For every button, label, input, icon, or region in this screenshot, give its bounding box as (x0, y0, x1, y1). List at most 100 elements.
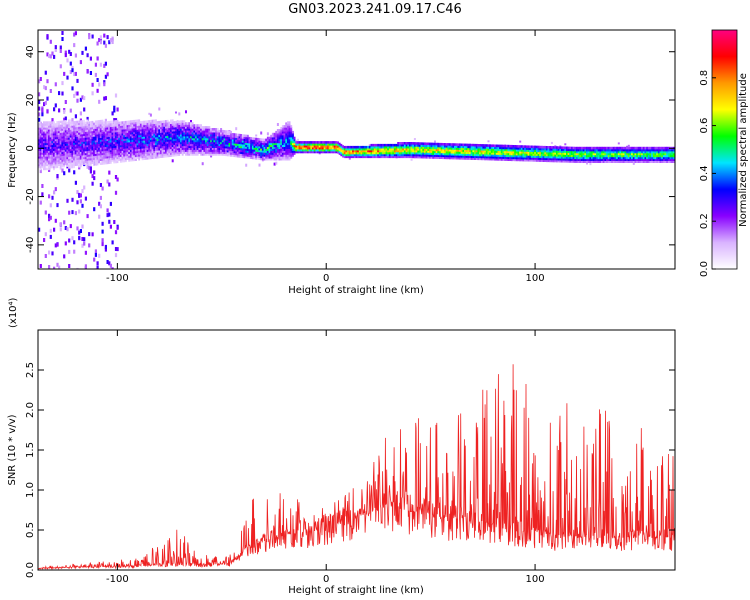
heatmap-cell (119, 127, 122, 130)
heatmap-cell (44, 140, 47, 144)
heatmap-cell (84, 141, 87, 144)
heatmap-cell (153, 133, 156, 136)
heatmap-cell (148, 152, 151, 156)
heatmap-cell (584, 152, 587, 156)
heatmap-cell (271, 132, 274, 136)
heatmap-cell (111, 120, 114, 124)
heatmap-cell (108, 132, 111, 136)
heatmap-cell (278, 152, 281, 155)
heatmap-cell (133, 145, 136, 148)
heatmap-cell (49, 39, 52, 44)
heatmap-cell (348, 157, 351, 160)
heatmap-cell (101, 148, 104, 152)
heatmap-cell (427, 142, 430, 146)
heatmap-cell (59, 64, 62, 69)
heatmap-cell (544, 157, 547, 161)
heatmap-cell (552, 148, 555, 151)
heatmap-cell (265, 150, 268, 153)
heatmap-cell (435, 146, 438, 150)
heatmap-cell (134, 158, 137, 161)
heatmap-cell (337, 147, 339, 150)
heatmap-cell (171, 132, 174, 136)
heatmap-cell (53, 266, 56, 269)
heatmap-cell (347, 151, 349, 155)
heatmap-cell (330, 141, 333, 144)
heatmap-cell (178, 132, 181, 135)
heatmap-cell (51, 51, 54, 56)
heatmap-cell (288, 125, 291, 128)
heatmap-cell (622, 146, 625, 150)
heatmap-cell (208, 145, 211, 148)
heatmap-cell (228, 153, 231, 157)
heatmap-cell (293, 144, 296, 147)
heatmap-cell (181, 128, 184, 131)
heatmap-cell (129, 149, 132, 152)
heatmap-cell (469, 153, 471, 156)
heatmap-cell (372, 151, 375, 155)
heatmap-cell (39, 150, 42, 153)
heatmap-cell (119, 144, 122, 148)
heatmap-cell (38, 148, 40, 151)
heatmap-cell (253, 152, 256, 156)
heatmap-cell (302, 150, 304, 154)
heatmap-cell (515, 150, 518, 154)
heatmap-cell (332, 144, 334, 148)
heatmap-cell (260, 147, 263, 151)
heatmap-cell (109, 38, 112, 43)
heatmap-cell (415, 146, 418, 149)
heatmap-cell (98, 139, 100, 142)
heatmap-cell (124, 144, 127, 147)
heatmap-cell (151, 135, 154, 138)
heatmap-cell (542, 153, 545, 157)
heatmap-cell (278, 148, 281, 151)
heatmap-cell (385, 153, 388, 157)
heatmap-cell (507, 158, 510, 161)
heatmap-cell (243, 138, 246, 141)
heatmap-cell (104, 125, 107, 128)
heatmap-cell (432, 142, 435, 146)
heatmap-cell (535, 145, 538, 149)
heatmap-cell (63, 128, 65, 131)
heatmap-cell (285, 154, 288, 157)
heatmap-cell (287, 121, 289, 124)
heatmap-cell (535, 159, 538, 162)
heatmap-cell (128, 157, 131, 160)
heatmap-cell (128, 149, 131, 153)
heatmap-cell (260, 144, 263, 147)
heatmap-cell (41, 129, 44, 132)
heatmap-cell (39, 140, 42, 144)
heatmap-cell (101, 119, 104, 123)
heatmap-cell (48, 125, 50, 128)
heatmap-cell (53, 146, 55, 149)
heatmap-cell (215, 153, 217, 156)
heatmap-cell (53, 167, 55, 171)
heatmap-cell (550, 150, 553, 153)
heatmap-cell (203, 153, 206, 156)
heatmap-cell (74, 138, 77, 141)
heatmap-cell (38, 130, 40, 134)
heatmap-cell (545, 155, 548, 159)
heatmap-cell (99, 131, 102, 135)
heatmap-cell (176, 141, 179, 145)
heatmap-cell (226, 138, 229, 141)
heatmap-cell (94, 249, 97, 254)
heatmap-cell (442, 148, 445, 152)
heatmap-cell (48, 146, 50, 149)
heatmap-cell (365, 145, 368, 149)
heatmap-cell (153, 144, 156, 148)
heatmap-cell (63, 71, 66, 76)
heatmap-cell (532, 155, 535, 158)
heatmap-cell (577, 146, 580, 150)
heatmap-cell (383, 145, 386, 149)
heatmap-cell (485, 157, 488, 161)
heatmap-cell (133, 137, 136, 140)
heatmap-cell (420, 146, 423, 149)
heatmap-cell (226, 136, 229, 139)
heatmap-cell (208, 135, 211, 139)
heatmap-cell (121, 146, 124, 149)
heatmap-cell (79, 131, 82, 135)
heatmap-cell (571, 152, 573, 156)
heatmap-cell (505, 148, 508, 152)
heatmap-cell (627, 152, 630, 156)
heatmap-cell (153, 127, 156, 130)
